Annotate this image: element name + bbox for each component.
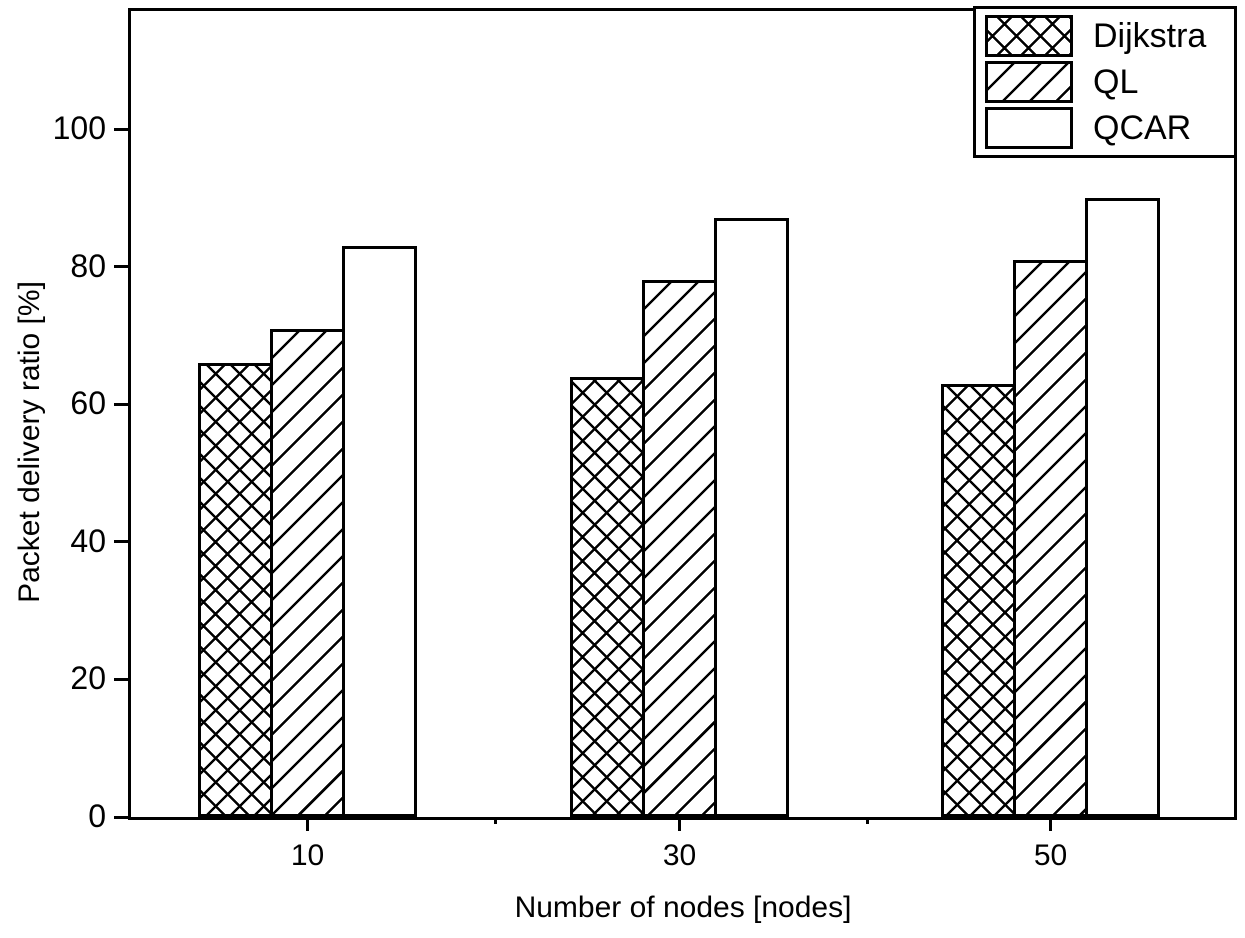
y-axis-tick	[114, 540, 128, 544]
x-tick-label: 10	[290, 839, 325, 872]
y-axis-tick	[114, 265, 128, 269]
bar-dijkstra-10	[198, 363, 273, 817]
legend: Dijkstra QL QCAR	[973, 6, 1237, 158]
y-tick-label: 100	[52, 110, 106, 146]
bar-qcar-30	[714, 218, 789, 817]
legend-item-ql: QL	[985, 59, 1234, 105]
legend-label: Dijkstra	[1093, 17, 1207, 55]
x-tick-label: 30	[662, 839, 697, 872]
legend-swatch-diagonal-icon	[985, 61, 1073, 103]
y-tick-label: 40	[70, 522, 106, 559]
x-axis-title: Number of nodes [nodes]	[514, 891, 852, 924]
x-axis-minor-tick	[493, 817, 497, 824]
y-tick-label: 0	[88, 798, 106, 834]
bar-dijkstra-50	[941, 384, 1016, 817]
y-tick-label: 20	[70, 660, 106, 697]
bar-qcar-50	[1085, 198, 1160, 817]
y-axis-tick	[114, 815, 128, 819]
bar-qcar-10	[342, 246, 417, 817]
x-axis-minor-tick	[865, 817, 869, 824]
x-axis-tick	[1049, 817, 1052, 831]
y-tick-label: 80	[70, 247, 106, 284]
y-tick-label: 60	[70, 385, 106, 422]
bar-ql-10	[270, 329, 345, 817]
y-axis-tick	[114, 402, 128, 406]
legend-item-dijkstra: Dijkstra	[985, 13, 1234, 59]
legend-swatch-none-icon	[985, 107, 1073, 149]
bar-ql-50	[1013, 260, 1088, 817]
legend-swatch-crosshatch-icon	[985, 15, 1073, 57]
bar-ql-30	[642, 280, 717, 817]
x-axis-tick	[678, 817, 681, 831]
x-axis-tick	[306, 817, 309, 831]
bar-dijkstra-30	[570, 377, 645, 817]
y-axis-tick	[114, 677, 128, 681]
x-tick-label: 50	[1033, 839, 1068, 872]
legend-label: QL	[1093, 63, 1139, 101]
legend-label: QCAR	[1093, 109, 1192, 147]
legend-item-qcar: QCAR	[985, 105, 1234, 151]
y-axis-tick	[114, 127, 128, 131]
